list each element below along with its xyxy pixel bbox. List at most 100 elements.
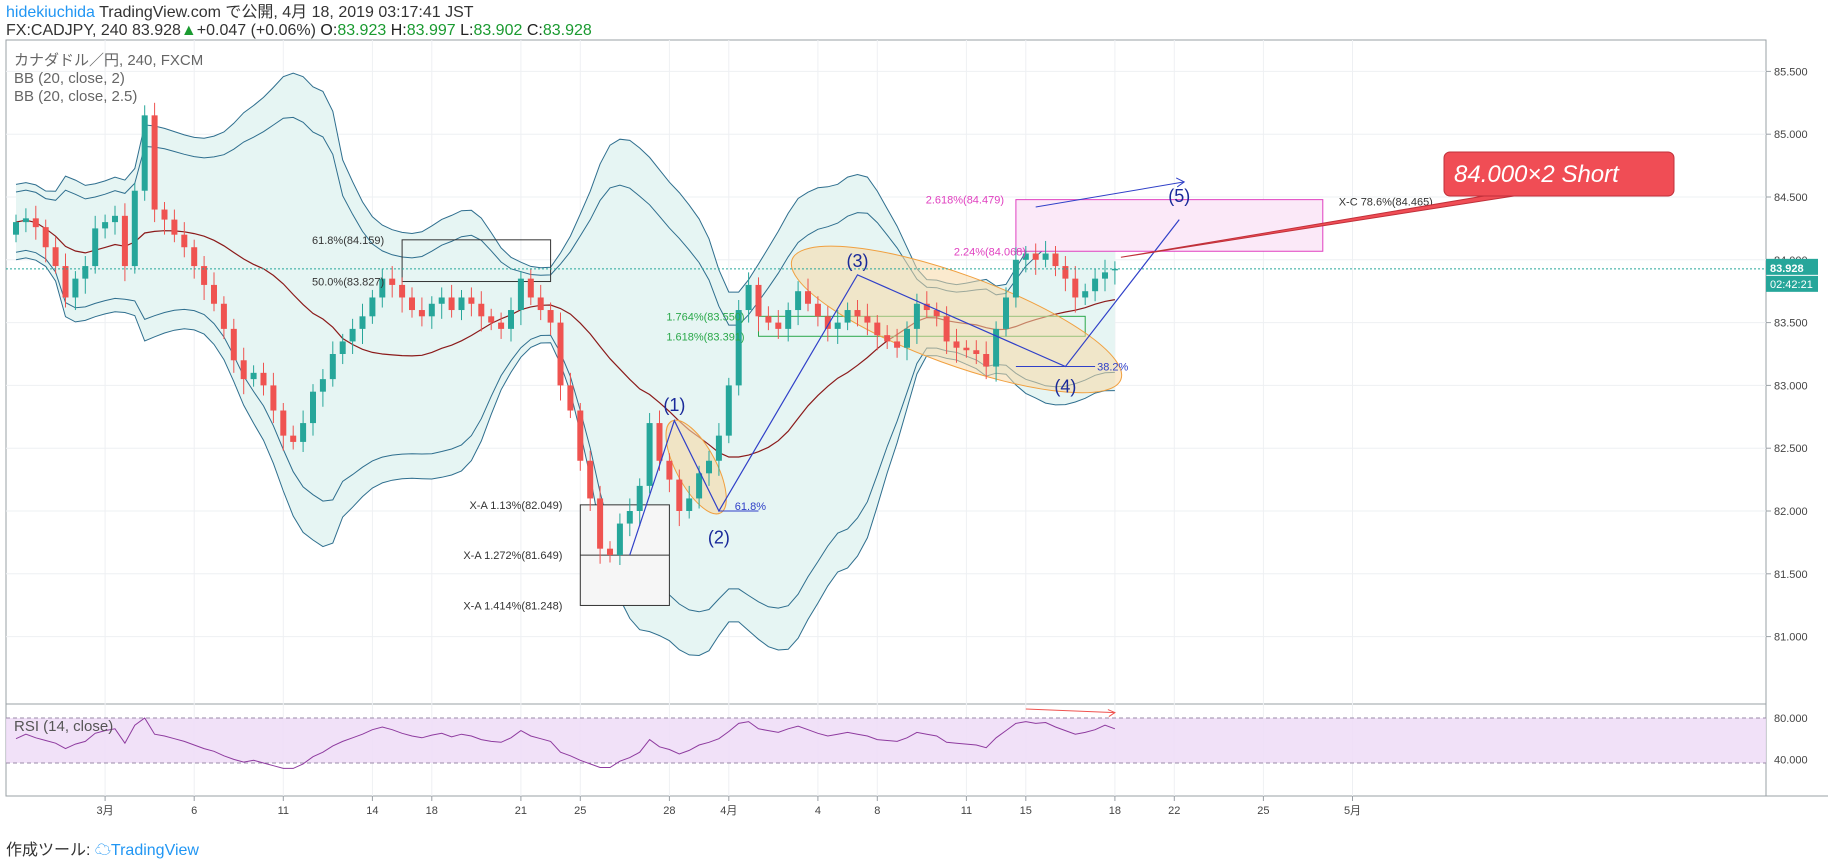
rsi-pane: RSI (14, close) 80.000 40.000 <box>6 708 1808 769</box>
footer-brand[interactable]: TradingView <box>110 842 199 859</box>
candle-body <box>82 266 89 279</box>
candle-body <box>112 215 118 223</box>
candle-body <box>428 303 435 317</box>
fib-box-pink <box>1015 199 1324 252</box>
countdown-tag <box>1766 275 1818 292</box>
series-title[interactable]: カナダドル／円, 240, FXCM <box>14 52 204 69</box>
candle <box>438 287 445 319</box>
callout-box <box>1443 151 1675 197</box>
candle <box>715 423 722 476</box>
candle <box>755 277 762 332</box>
wave-label: (2) <box>708 527 730 547</box>
candle <box>349 318 356 354</box>
candle-body <box>824 316 831 329</box>
candle <box>300 410 307 452</box>
candle <box>379 268 386 308</box>
candle <box>577 402 584 471</box>
candle-body <box>141 115 148 191</box>
candle-body <box>201 266 208 285</box>
candle <box>795 281 802 326</box>
candle-body <box>874 322 881 336</box>
tradingview-logo-icon[interactable]: ☁ <box>94 842 111 859</box>
candle <box>834 310 841 344</box>
candle <box>686 485 693 519</box>
candle-body <box>527 278 534 298</box>
candle-body <box>1082 291 1089 298</box>
candle <box>1111 261 1118 285</box>
candle-body <box>517 278 524 311</box>
candle-body <box>814 303 821 317</box>
up-arrow-icon: ▲ <box>180 22 197 39</box>
bb-legend-2[interactable]: BB (20, close, 2.5) <box>14 88 138 105</box>
rsi-tick-label: 40.000 <box>1774 754 1808 766</box>
candle-body <box>300 423 307 442</box>
candle-body <box>745 284 752 311</box>
time-axis[interactable]: 3月 6 11 14 18 21 25 28 4月 4 8 11 15 18 22 25 5月 <box>97 796 1362 817</box>
candle-body <box>369 297 376 317</box>
candle <box>62 253 69 308</box>
candle-body <box>1062 266 1069 279</box>
candle-body <box>230 328 237 361</box>
time-tick-label: 15 <box>1020 805 1032 817</box>
candle <box>468 287 475 317</box>
candle <box>805 278 811 312</box>
candle-body <box>597 498 604 549</box>
candle <box>725 377 732 444</box>
candle-body <box>151 115 158 210</box>
current-price-tag <box>1766 258 1818 275</box>
candle <box>923 291 930 318</box>
candle-body <box>973 350 980 354</box>
candle <box>310 384 316 436</box>
candle <box>121 203 128 282</box>
candle <box>745 272 752 323</box>
candle-body <box>666 460 673 480</box>
candle-body <box>329 354 336 380</box>
candle-body <box>171 219 178 235</box>
candle <box>1052 245 1059 277</box>
countdown-label: 02:42:21 <box>1770 279 1813 291</box>
candle <box>428 296 435 329</box>
price-axis[interactable]: 85.50085.00084.50084.00083.50083.00082.5… <box>1766 66 1818 644</box>
candle <box>1082 283 1089 306</box>
candle-body <box>181 234 188 248</box>
candle-body <box>646 423 653 486</box>
author-name[interactable]: hidekiuchida <box>6 4 95 21</box>
fib-label: X-C 78.6%(84.465) <box>1339 196 1433 208</box>
time-tick-label: 8 <box>874 805 880 817</box>
candle-body <box>220 303 227 329</box>
candle <box>171 209 178 243</box>
candle <box>676 469 683 527</box>
candle-body <box>567 385 574 411</box>
open-label: O: <box>320 22 338 39</box>
candle-body <box>468 297 475 304</box>
candle-body <box>1102 272 1108 279</box>
candle-body <box>894 341 901 348</box>
candle-body <box>1022 253 1029 260</box>
candle <box>646 413 653 494</box>
candle <box>359 303 366 344</box>
candle-body <box>211 284 217 304</box>
candle-body <box>1111 268 1118 271</box>
wave-label: (4) <box>1054 377 1076 397</box>
candle-body <box>943 316 950 342</box>
candle <box>527 268 534 306</box>
candle-body <box>656 423 663 461</box>
candle-body <box>92 228 99 267</box>
candle <box>666 453 673 493</box>
wave-label: (3) <box>847 251 869 271</box>
candle-body <box>250 372 257 380</box>
candle <box>626 498 633 537</box>
drawing-overlay: (1) (2) (3) (4) (5) 61.8%(84.159) 50.0%(83.827… <box>312 151 1675 612</box>
time-tick-label: 11 <box>961 805 972 817</box>
candle <box>141 105 148 201</box>
candle <box>191 239 198 279</box>
candle <box>270 372 277 424</box>
candle <box>478 291 485 332</box>
time-tick-label: 6 <box>191 805 197 817</box>
candle <box>52 237 59 274</box>
candle-body <box>240 360 247 380</box>
bb-legend-1[interactable]: BB (20, close, 2) <box>14 70 125 87</box>
footer: 作成ツール: ☁TradingView <box>6 836 199 860</box>
candle <box>953 328 960 363</box>
